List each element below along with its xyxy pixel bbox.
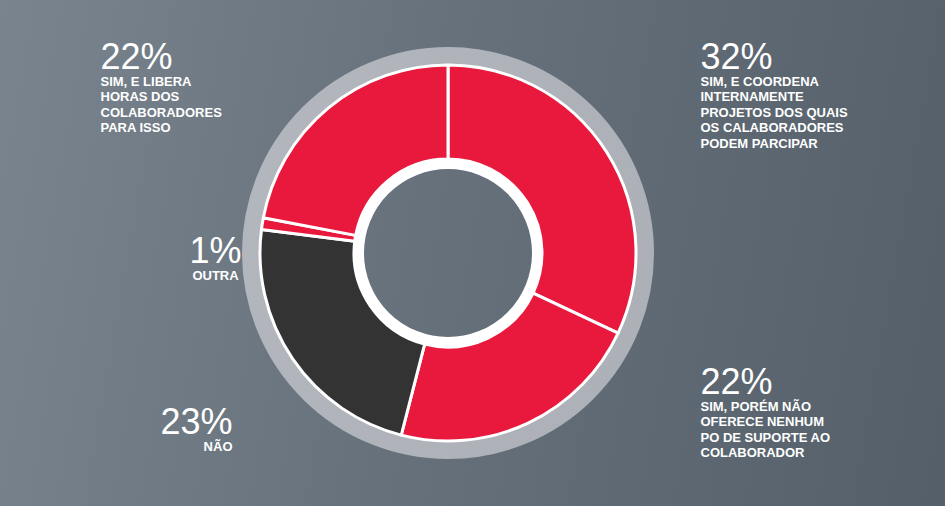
svg-text:SIM, E COORDENAINTERNAMENTEPRO: SIM, E COORDENAINTERNAMENTEPROJETOS DOS … bbox=[701, 74, 848, 151]
svg-text:1%: 1% bbox=[189, 230, 241, 271]
svg-text:SIM, E LIBERAHORAS DOSCOLABORA: SIM, E LIBERAHORAS DOSCOLABORADORESPARA … bbox=[101, 74, 223, 136]
svg-text:NÃO: NÃO bbox=[204, 439, 233, 454]
svg-text:22%: 22% bbox=[101, 36, 173, 77]
svg-text:22%: 22% bbox=[701, 361, 773, 402]
svg-text:32%: 32% bbox=[701, 36, 773, 77]
svg-text:23%: 23% bbox=[160, 401, 232, 442]
svg-text:OUTRA: OUTRA bbox=[192, 268, 239, 283]
svg-text:SIM, PORÉM NÃOOFERECE NENHUMPO: SIM, PORÉM NÃOOFERECE NENHUMPO DE SUPORT… bbox=[701, 399, 831, 461]
